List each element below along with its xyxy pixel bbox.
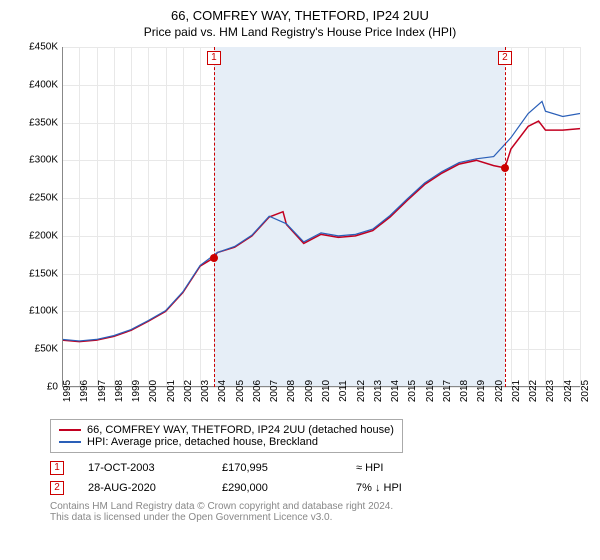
x-tick-label: 2009	[304, 380, 315, 402]
x-tick-label: 2010	[321, 380, 332, 402]
plot-area: 12	[62, 47, 580, 387]
y-tick-label: £0	[47, 382, 58, 393]
x-tick-label: 2024	[563, 380, 574, 402]
y-tick-label: £300K	[29, 155, 58, 166]
x-tick-label: 2021	[511, 380, 522, 402]
x-tick-label: 1996	[79, 380, 90, 402]
sale-delta: ≈ HPI	[356, 462, 383, 474]
y-tick-label: £350K	[29, 117, 58, 128]
x-tick-label: 2005	[235, 380, 246, 402]
y-tick-label: £250K	[29, 193, 58, 204]
sales-table: 1 17-OCT-2003 £170,995 ≈ HPI 2 28-AUG-2020 £29…	[50, 461, 590, 495]
legend-swatch	[59, 429, 81, 431]
x-tick-label: 2000	[148, 380, 159, 402]
sale-marker: 1	[50, 461, 64, 475]
y-tick-label: £150K	[29, 268, 58, 279]
y-tick-label: £400K	[29, 79, 58, 90]
x-tick-label: 2017	[442, 380, 453, 402]
x-tick-label: 2012	[356, 380, 367, 402]
legend-label: HPI: Average price, detached house, Brec…	[87, 436, 318, 448]
x-tick-label: 2014	[390, 380, 401, 402]
x-tick-label: 2011	[338, 380, 349, 402]
marker-box-2: 2	[498, 51, 512, 65]
price-chart: £0 £50K £100K £150K £200K £250K £300K £350K £400…	[20, 47, 580, 417]
x-axis: 1995199619971998199920002001200220032004…	[62, 387, 580, 417]
x-tick-label: 1998	[114, 380, 125, 402]
chart-legend: 66, COMFREY WAY, THETFORD, IP24 2UU (det…	[50, 419, 403, 453]
x-tick-label: 2004	[217, 380, 228, 402]
page-subtitle: Price paid vs. HM Land Registry's House …	[10, 25, 590, 39]
x-tick-label: 2002	[183, 380, 194, 402]
x-tick-label: 2022	[528, 380, 539, 402]
x-tick-label: 2015	[407, 380, 418, 402]
x-tick-label: 2025	[580, 380, 591, 402]
x-tick-label: 2007	[269, 380, 280, 402]
sale-dot-2	[501, 164, 509, 172]
y-tick-label: £50K	[35, 344, 58, 355]
series-hpi	[62, 101, 580, 341]
footer-line2: This data is licensed under the Open Gov…	[50, 512, 590, 523]
sale-dot-1	[210, 254, 218, 262]
marker-line-2	[505, 47, 506, 387]
x-tick-label: 1997	[97, 380, 108, 402]
x-tick-label: 2003	[200, 380, 211, 402]
x-tick-label: 2016	[425, 380, 436, 402]
x-tick-label: 2008	[286, 380, 297, 402]
x-tick-label: 1995	[62, 380, 73, 402]
sale-date: 17-OCT-2003	[88, 462, 198, 474]
footer-attribution: Contains HM Land Registry data © Crown c…	[50, 501, 590, 523]
legend-row: HPI: Average price, detached house, Brec…	[59, 436, 394, 448]
legend-swatch	[59, 441, 81, 443]
x-tick-label: 2018	[459, 380, 470, 402]
x-tick-label: 2019	[476, 380, 487, 402]
y-tick-label: £450K	[29, 42, 58, 53]
marker-box-1: 1	[207, 51, 221, 65]
y-tick-label: £200K	[29, 230, 58, 241]
series-property	[62, 121, 580, 342]
sale-date: 28-AUG-2020	[88, 482, 198, 494]
sale-row: 2 28-AUG-2020 £290,000 7% ↓ HPI	[50, 481, 590, 495]
legend-label: 66, COMFREY WAY, THETFORD, IP24 2UU (det…	[87, 424, 394, 436]
y-axis: £0£50K£100K£150K£200K£250K£300K£350K£400…	[20, 47, 62, 387]
x-tick-label: 1999	[131, 380, 142, 402]
x-tick-label: 2023	[545, 380, 556, 402]
page-title: 66, COMFREY WAY, THETFORD, IP24 2UU	[10, 8, 590, 23]
x-tick-label: 2013	[373, 380, 384, 402]
legend-row: 66, COMFREY WAY, THETFORD, IP24 2UU (det…	[59, 424, 394, 436]
sale-price: £170,995	[222, 462, 332, 474]
sale-delta: 7% ↓ HPI	[356, 482, 402, 494]
sale-marker: 2	[50, 481, 64, 495]
x-tick-label: 2006	[252, 380, 263, 402]
x-tick-label: 2020	[494, 380, 505, 402]
marker-line-1	[214, 47, 215, 387]
sale-row: 1 17-OCT-2003 £170,995 ≈ HPI	[50, 461, 590, 475]
x-tick-label: 2001	[166, 380, 177, 402]
footer-line1: Contains HM Land Registry data © Crown c…	[50, 501, 590, 512]
y-tick-label: £100K	[29, 306, 58, 317]
sale-price: £290,000	[222, 482, 332, 494]
